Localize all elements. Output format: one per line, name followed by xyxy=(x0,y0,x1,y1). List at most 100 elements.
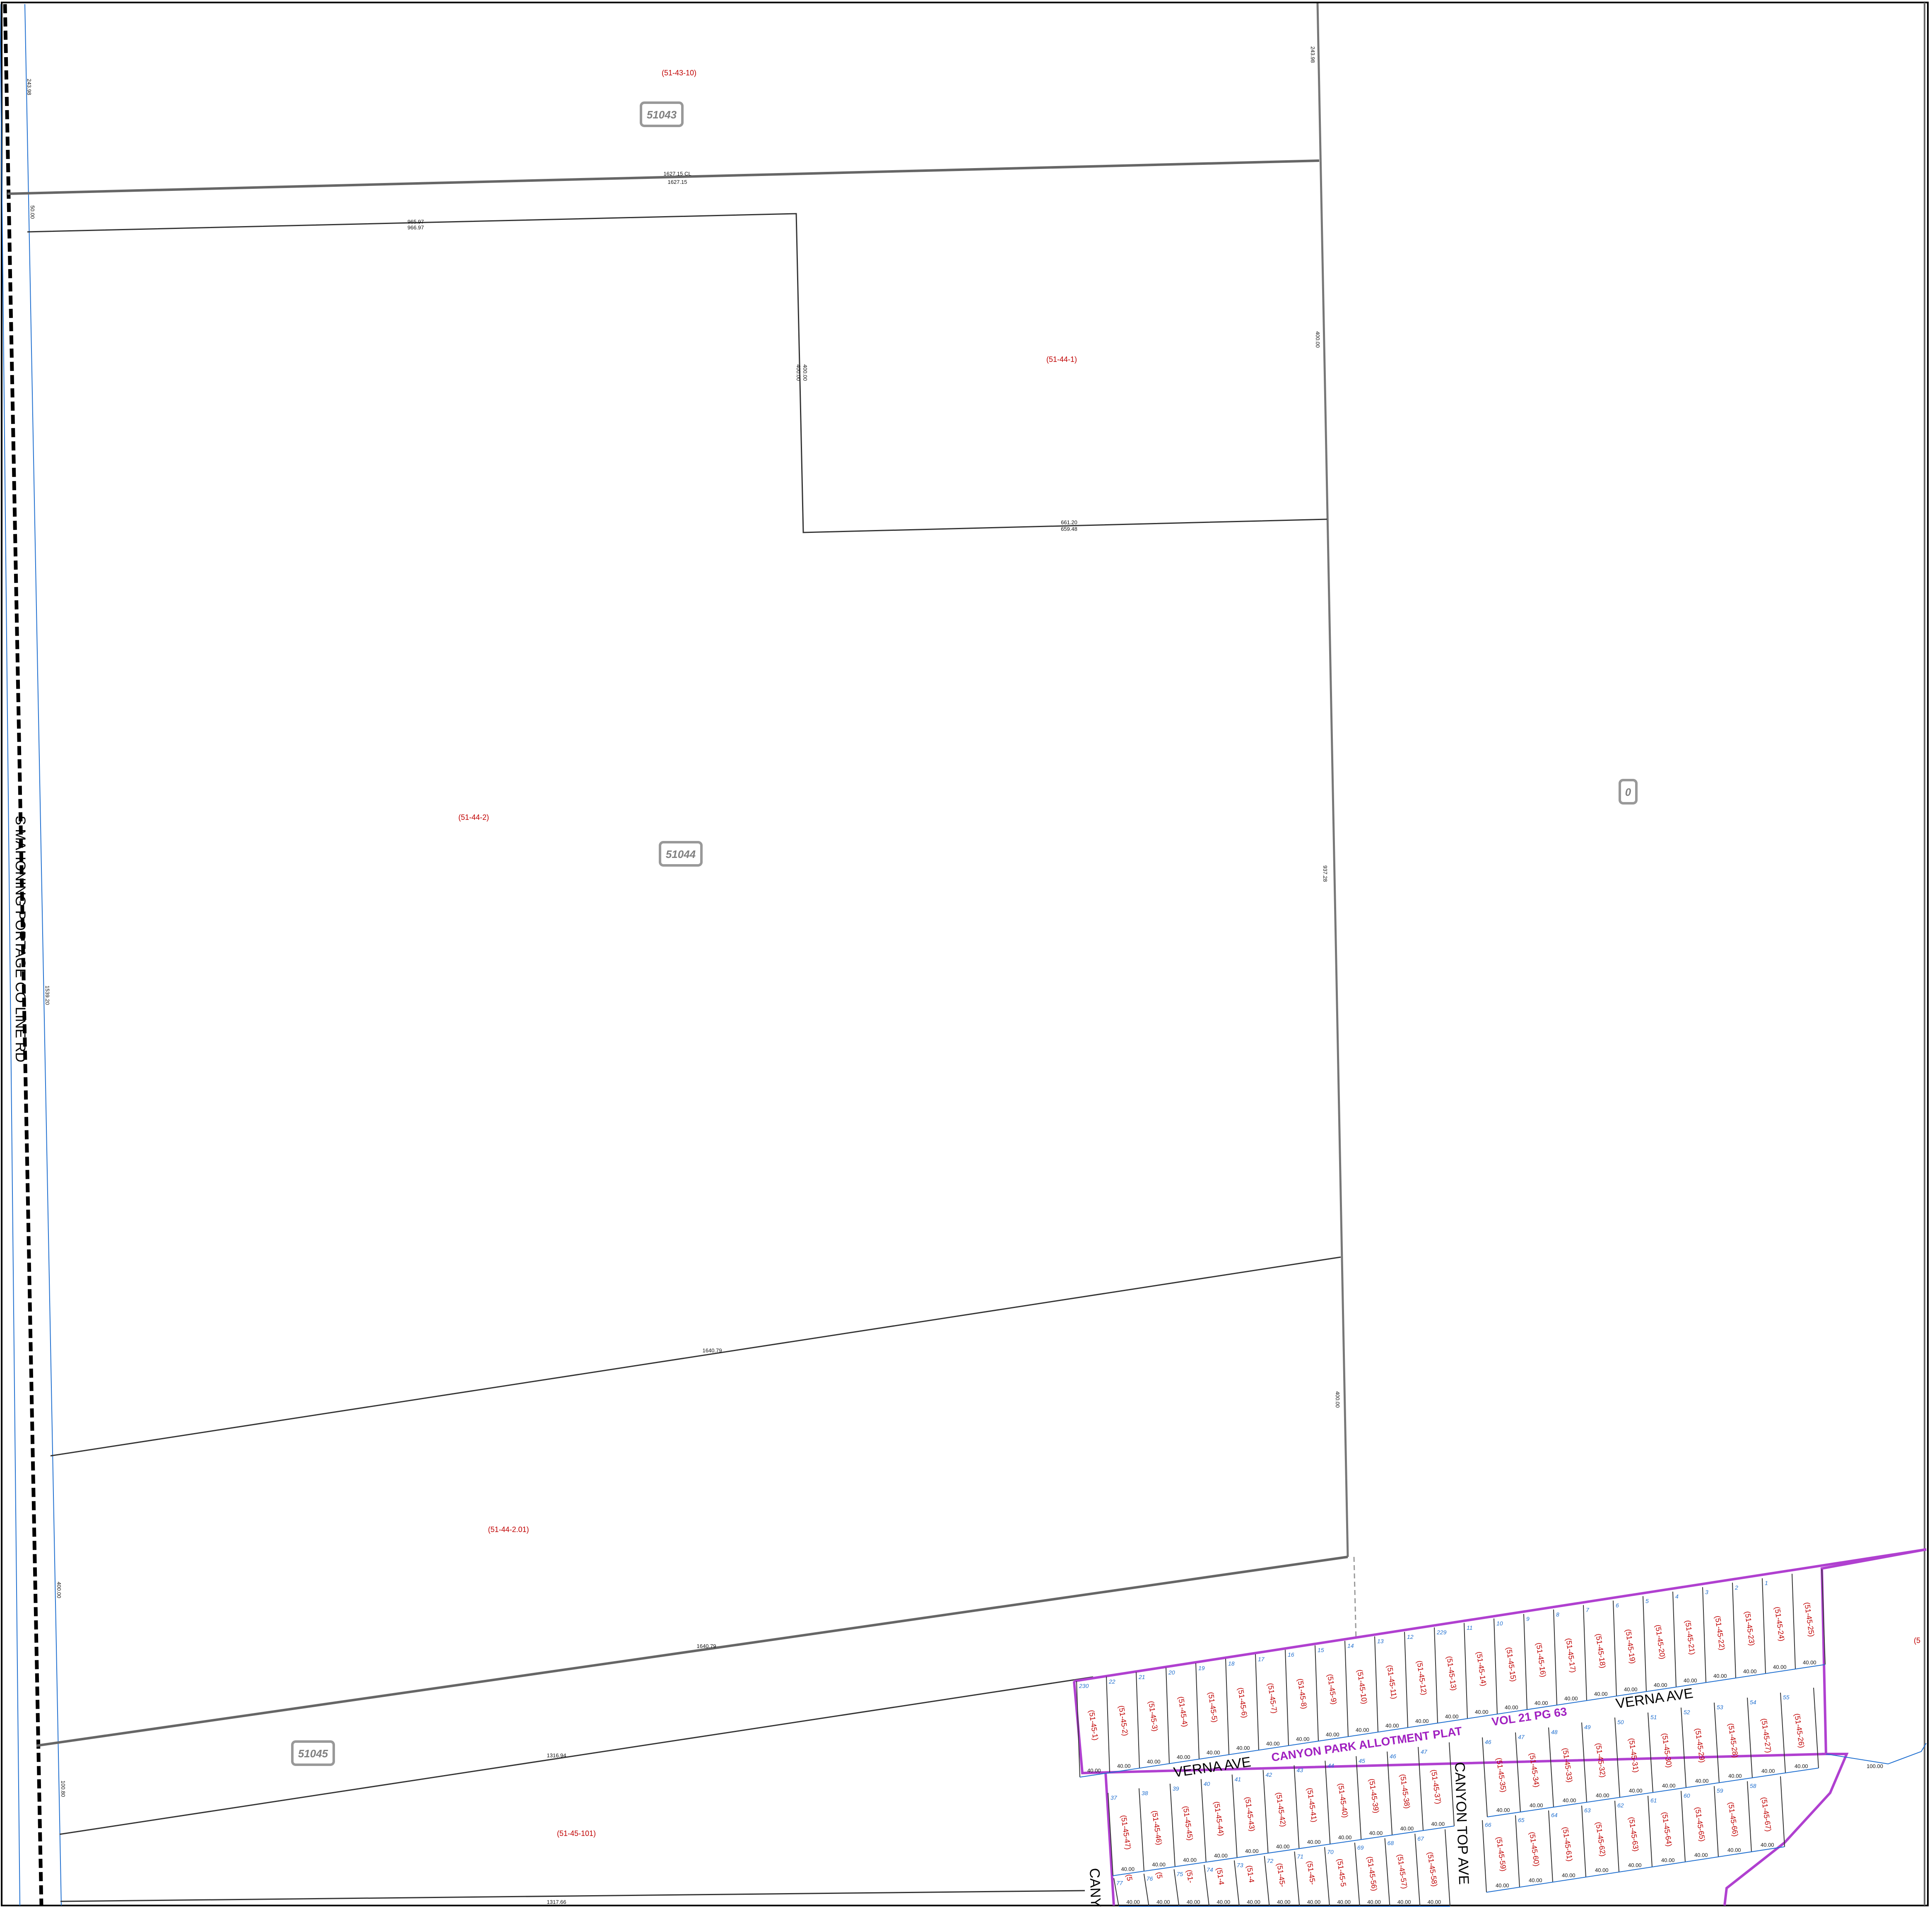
lot-line xyxy=(1672,1591,1677,1687)
lot-line xyxy=(1076,1681,1080,1778)
county-line-road xyxy=(3,4,43,1906)
lot-width: 40.00 xyxy=(1795,1763,1808,1769)
lot-number: 49 xyxy=(1584,1724,1591,1730)
lot-number: 59 xyxy=(1717,1788,1723,1794)
lot-number: 60 xyxy=(1684,1792,1690,1799)
lot-line xyxy=(1231,1774,1238,1858)
lot-width: 40.00 xyxy=(1713,1673,1727,1679)
lot-width: 40.00 xyxy=(1369,1830,1383,1836)
lot-line xyxy=(1315,1645,1319,1741)
lot-line xyxy=(1553,1609,1557,1705)
lot-width: 40.00 xyxy=(1147,1759,1161,1765)
lot-number: 18 xyxy=(1228,1660,1235,1667)
lot-number: 12 xyxy=(1407,1633,1414,1640)
lot-number: 53 xyxy=(1717,1704,1723,1710)
lot-line xyxy=(1464,1623,1468,1719)
lot-parcel-id: (51-45-7) xyxy=(1266,1682,1279,1714)
map-number-51045: 51045 xyxy=(291,1740,335,1766)
lot-number: 43 xyxy=(1296,1767,1303,1773)
lot-line xyxy=(1204,1865,1210,1907)
lot-number: 9 xyxy=(1526,1616,1530,1622)
lot-parcel-id: (51-45-63) xyxy=(1627,1816,1641,1852)
lot-number: 66 xyxy=(1485,1821,1491,1828)
parcel-id: (51-44-2.01) xyxy=(488,1525,529,1534)
lot-line xyxy=(1374,1636,1378,1732)
lot-width: 40.00 xyxy=(1562,1872,1575,1878)
lot-width: 40.00 xyxy=(1431,1821,1445,1827)
lot-line xyxy=(1548,1810,1553,1882)
lot-line xyxy=(1143,1874,1149,1907)
lot-line xyxy=(1354,1843,1360,1907)
lot-line xyxy=(1200,1779,1207,1862)
lot-width: 40.00 xyxy=(1338,1834,1352,1841)
lot-width: 40.00 xyxy=(1629,1788,1643,1794)
lot-width: 40.00 xyxy=(1266,1740,1280,1747)
svg-text:243.98: 243.98 xyxy=(1310,46,1316,63)
lot-width: 40.00 xyxy=(1247,1899,1260,1905)
svg-text:659.48: 659.48 xyxy=(1061,526,1077,532)
lot-width: 40.00 xyxy=(1596,1792,1609,1799)
lot-width: 40.00 xyxy=(1296,1736,1310,1742)
lot-number: 3 xyxy=(1705,1589,1708,1595)
lot-line xyxy=(1780,1776,1785,1847)
lot-width: 40.00 xyxy=(1385,1722,1399,1729)
lot-line xyxy=(1614,1717,1620,1797)
svg-text:1316.94: 1316.94 xyxy=(547,1752,566,1759)
lot-number: 39 xyxy=(1173,1785,1179,1792)
lot-parcel-id: (5 xyxy=(1155,1872,1164,1879)
lot-width: 40.00 xyxy=(1117,1763,1131,1769)
lot-number: 74 xyxy=(1207,1866,1213,1873)
parcel-id: (51-44-1) xyxy=(1046,355,1077,364)
lot-number: 7 xyxy=(1586,1607,1590,1613)
lot-line xyxy=(1548,1727,1554,1807)
lot-line xyxy=(1681,1791,1686,1862)
lot-width: 40.00 xyxy=(1803,1659,1816,1665)
street-canyon-cut: CANY xyxy=(1086,1868,1103,1908)
lot-parcel-id: (51-45-62) xyxy=(1594,1821,1607,1857)
lot-number: 5 xyxy=(1645,1597,1649,1604)
street-canyon-top-ave: CANYON TOP AVE xyxy=(1452,1762,1472,1885)
lot-number: 44 xyxy=(1327,1762,1334,1769)
lot-width: 40.00 xyxy=(1400,1825,1414,1831)
row-baseline xyxy=(1487,1768,1819,1817)
map-number-51044: 51044 xyxy=(659,841,703,867)
lot-line xyxy=(1255,1654,1259,1750)
lot-line xyxy=(1702,1587,1706,1683)
lot-parcel-id: (51-45-67) xyxy=(1760,1797,1773,1832)
lot-number: 55 xyxy=(1783,1694,1790,1701)
lot-line xyxy=(1294,1765,1300,1849)
lot-width: 40.00 xyxy=(1761,1768,1775,1774)
lot-line xyxy=(1614,1800,1619,1872)
lot-width: 40.00 xyxy=(1694,1852,1708,1858)
parcel-boundaries xyxy=(7,2,1925,1906)
lot-parcel-id: (51-45-60) xyxy=(1528,1831,1541,1867)
lot-parcel-id: (51-45-23) xyxy=(1743,1611,1756,1646)
svg-text:661.20: 661.20 xyxy=(1061,519,1077,525)
lot-parcel-id: (51-45-57) xyxy=(1396,1854,1409,1889)
lot-width: 40.00 xyxy=(1445,1713,1459,1720)
lot-parcel-id: (51-45-4) xyxy=(1177,1696,1189,1727)
road-row-line-right xyxy=(24,4,62,1906)
lot-parcel-id: (51-45-43) xyxy=(1243,1796,1257,1832)
lot-number: 47 xyxy=(1518,1734,1525,1740)
lot-parcel-id: (51-45-5) xyxy=(1207,1691,1219,1723)
subdivision-outline xyxy=(1073,1548,1927,1906)
svg-text:1627.15 CL: 1627.15 CL xyxy=(663,171,691,177)
lot-parcel-id: (51-45-17) xyxy=(1564,1638,1578,1673)
lot-parcel-id: (51-45-14) xyxy=(1475,1651,1488,1686)
plat-volume: VOL 21 PG 63 xyxy=(1491,1705,1568,1728)
lot-parcel-id: (51-45-64) xyxy=(1660,1812,1674,1847)
lot-number: 77 xyxy=(1116,1880,1123,1886)
lot-width: 40.00 xyxy=(1177,1754,1190,1760)
lot-number: 76 xyxy=(1147,1875,1153,1882)
lot-line xyxy=(1344,1641,1349,1737)
lot-line xyxy=(1384,1838,1390,1907)
lot-parcel-id: (51-45-39) xyxy=(1368,1778,1381,1814)
lot-number: 70 xyxy=(1327,1849,1334,1855)
lot-parcel-id: (51-4 xyxy=(1245,1865,1256,1883)
lot-number: 64 xyxy=(1551,1812,1558,1819)
svg-text:400.00: 400.00 xyxy=(802,364,808,381)
lot-number: 73 xyxy=(1237,1862,1243,1869)
parcel-id: (51-45-101) xyxy=(557,1829,596,1838)
svg-text:50.00: 50.00 xyxy=(29,205,36,219)
